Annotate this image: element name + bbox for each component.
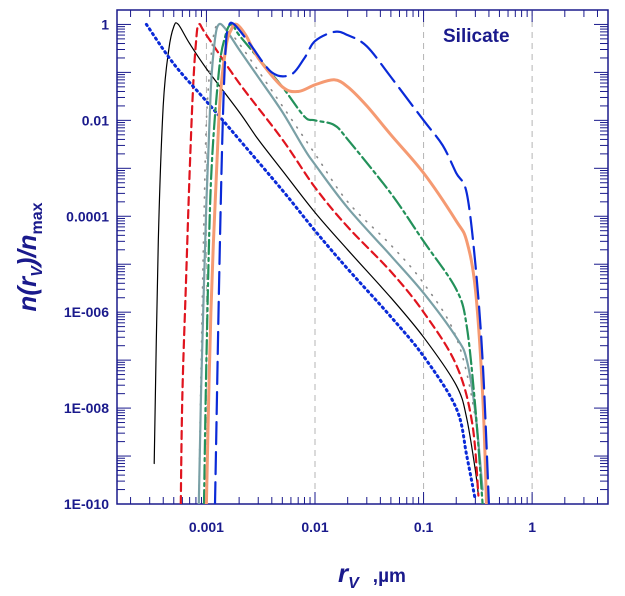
series-blue-longdash — [213, 21, 490, 504]
y-tick-label: 0.01 — [82, 112, 109, 128]
series-dotted-gray — [198, 23, 484, 504]
y-title-main: n(r — [12, 275, 42, 312]
y-tick-label: 1E-008 — [64, 400, 109, 416]
x-axis-title: rV ,µm — [338, 558, 406, 592]
y-title-sub: V — [29, 265, 46, 277]
y-tick-label: 1E-010 — [64, 496, 109, 512]
x-title-main: r — [338, 558, 350, 588]
x-tick-label: 0.01 — [301, 519, 328, 535]
x-title-unit: ,µm — [373, 566, 406, 587]
y-tick-label: 0.0001 — [66, 208, 109, 224]
x-tick-label: 1 — [528, 519, 536, 535]
y-tick-label: 1E-006 — [64, 304, 109, 320]
minor-ticks — [117, 9, 609, 505]
y-title-sub2: max — [29, 202, 46, 234]
x-tick-labels: 0.001 0.01 0.1 1 — [189, 519, 536, 535]
series-layer — [144, 21, 490, 504]
x-tick-label: 0.001 — [189, 519, 224, 535]
x-tick-label: 0.1 — [414, 519, 434, 535]
annotation-silicate: Silicate — [443, 26, 510, 47]
series-green-dashdot — [202, 23, 484, 504]
gridlines — [205, 10, 533, 504]
series-dashed-red — [179, 22, 480, 504]
series-teal-gray — [197, 22, 484, 504]
plot-frame — [116, 9, 609, 505]
series-orange-thick — [204, 22, 488, 504]
series-solid-black — [153, 22, 479, 497]
x-title-sub: V — [348, 575, 360, 592]
series-dotted-blue — [144, 22, 477, 502]
y-tick-label: 1 — [101, 16, 109, 32]
y-title-close: )/n — [12, 234, 42, 269]
y-tick-labels: 1 0.01 0.0001 1E-006 1E-008 1E-010 — [64, 16, 109, 512]
y-axis-title: n(rV)/nmax — [12, 202, 46, 311]
